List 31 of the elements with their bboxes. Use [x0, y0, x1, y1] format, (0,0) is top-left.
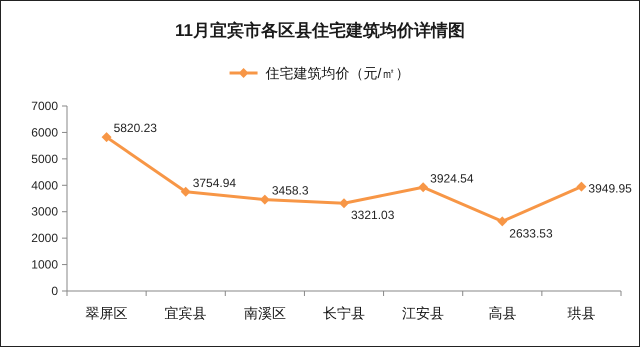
data-label: 3924.54	[430, 171, 474, 186]
legend-label: 住宅建筑均价（元/㎡）	[264, 65, 410, 81]
x-tick-label: 南溪区	[244, 305, 286, 321]
point	[576, 182, 586, 192]
y-tick-label: 3000	[31, 204, 58, 219]
x-tick-label: 珙县	[567, 305, 596, 321]
chart-title: 11月宜宾市各区县住宅建筑均价详情图	[175, 21, 465, 40]
data-label: 3949.95	[588, 182, 632, 196]
y-tick-label: 2000	[31, 231, 58, 246]
point	[102, 132, 112, 142]
data-label: 3321.03	[351, 208, 395, 222]
x-tick-label: 宜宾县	[164, 305, 207, 321]
x-tick-label: 高县	[488, 305, 516, 321]
data-label: 5820.23	[114, 121, 158, 136]
point	[180, 186, 191, 197]
data-label: 3754.94	[192, 176, 236, 190]
data-label: 3458.3	[272, 184, 309, 198]
y-tick-label: 4000	[31, 178, 58, 192]
y-tick-label: 6000	[31, 125, 58, 140]
y-tick-label: 0	[51, 284, 58, 298]
point	[497, 216, 508, 226]
x-tick-label: 江安县	[402, 305, 444, 321]
data-label: 2633.53	[509, 226, 553, 240]
x-tick-label: 长宁县	[323, 305, 365, 321]
y-tick-label: 7000	[31, 99, 58, 113]
point	[260, 194, 270, 205]
point	[339, 198, 349, 208]
point	[418, 182, 428, 192]
y-tick-label: 1000	[31, 258, 58, 272]
y-tick-label: 5000	[31, 152, 58, 166]
x-tick-label: 翠屏区	[86, 305, 128, 321]
